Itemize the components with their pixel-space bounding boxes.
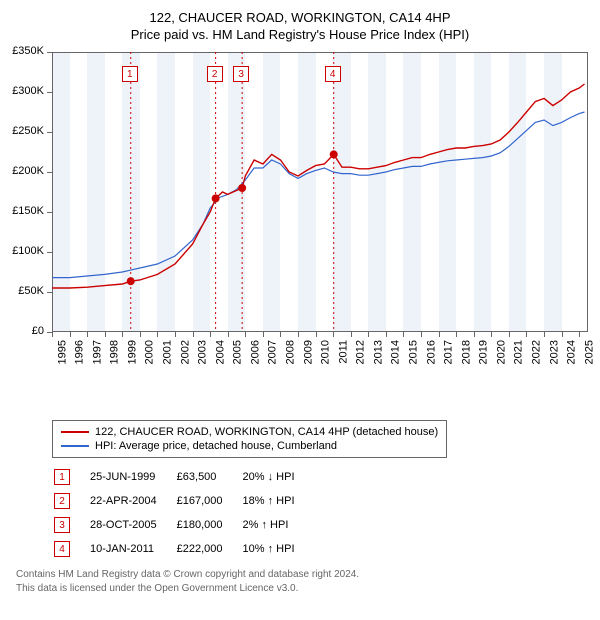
plot-svg bbox=[8, 48, 592, 378]
marker-dot bbox=[212, 194, 220, 202]
marker-label: 3 bbox=[233, 66, 249, 82]
series-line bbox=[52, 112, 585, 278]
legend-item: HPI: Average price, detached house, Cumb… bbox=[61, 439, 438, 453]
footer-line: This data is licensed under the Open Gov… bbox=[16, 582, 592, 596]
txn-price: £63,500 bbox=[177, 466, 241, 488]
table-row: 2 22-APR-2004£167,00018% ↑ HPI bbox=[54, 490, 313, 512]
txn-delta: 2% ↑ HPI bbox=[243, 514, 313, 536]
txn-price: £180,000 bbox=[177, 514, 241, 536]
txn-price: £222,000 bbox=[177, 538, 241, 560]
txn-delta: 18% ↑ HPI bbox=[243, 490, 313, 512]
marker-dot bbox=[127, 277, 135, 285]
marker-label: 2 bbox=[54, 493, 70, 509]
txn-date: 25-JUN-1999 bbox=[90, 466, 175, 488]
marker-label: 1 bbox=[54, 469, 70, 485]
price-chart: £0£50K£100K£150K£200K£250K£300K£350K1995… bbox=[8, 48, 592, 378]
series-line bbox=[52, 84, 585, 288]
marker-dot bbox=[238, 184, 246, 192]
marker-label: 1 bbox=[122, 66, 138, 82]
txn-delta: 20% ↓ HPI bbox=[243, 466, 313, 488]
txn-price: £167,000 bbox=[177, 490, 241, 512]
marker-label: 4 bbox=[325, 66, 341, 82]
marker-label: 2 bbox=[207, 66, 223, 82]
table-row: 4 10-JAN-2011£222,00010% ↑ HPI bbox=[54, 538, 313, 560]
page-subtitle: Price paid vs. HM Land Registry's House … bbox=[8, 27, 592, 42]
transactions-table: 1 25-JUN-1999£63,50020% ↓ HPI 2 22-APR-2004… bbox=[52, 464, 315, 562]
legend-item: 122, CHAUCER ROAD, WORKINGTON, CA14 4HP … bbox=[61, 425, 438, 439]
txn-delta: 10% ↑ HPI bbox=[243, 538, 313, 560]
table-row: 1 25-JUN-1999£63,50020% ↓ HPI bbox=[54, 466, 313, 488]
marker-label: 4 bbox=[54, 541, 70, 557]
legend-label: 122, CHAUCER ROAD, WORKINGTON, CA14 4HP … bbox=[95, 426, 438, 438]
txn-date: 10-JAN-2011 bbox=[90, 538, 175, 560]
chart-legend: 122, CHAUCER ROAD, WORKINGTON, CA14 4HP … bbox=[52, 420, 447, 458]
marker-dot bbox=[330, 150, 338, 158]
footer-attribution: Contains HM Land Registry data © Crown c… bbox=[16, 568, 592, 595]
table-row: 3 28-OCT-2005£180,0002% ↑ HPI bbox=[54, 514, 313, 536]
marker-label: 3 bbox=[54, 517, 70, 533]
page-title: 122, CHAUCER ROAD, WORKINGTON, CA14 4HP bbox=[8, 10, 592, 25]
legend-swatch bbox=[61, 431, 89, 433]
legend-label: HPI: Average price, detached house, Cumb… bbox=[95, 440, 337, 452]
footer-line: Contains HM Land Registry data © Crown c… bbox=[16, 568, 592, 582]
txn-date: 28-OCT-2005 bbox=[90, 514, 175, 536]
legend-swatch bbox=[61, 445, 89, 447]
txn-date: 22-APR-2004 bbox=[90, 490, 175, 512]
